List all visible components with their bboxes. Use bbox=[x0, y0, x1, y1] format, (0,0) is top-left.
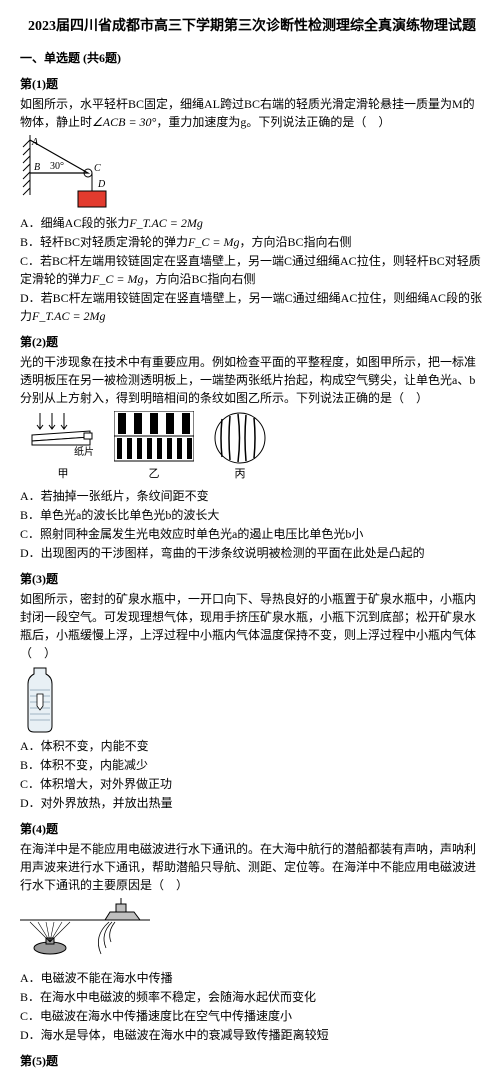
q3-stem: 如图所示，密封的矿泉水瓶中，一开口向下、导热良好的小瓶置于矿泉水瓶中，小瓶内封闭… bbox=[20, 590, 484, 662]
q2-head: 第(2)题 bbox=[20, 333, 484, 351]
q4-figure bbox=[20, 898, 150, 968]
q4-stem: 在海洋中是不能应用电磁波进行水下通讯的。在大海中航行的潜船都装有声呐，声呐利用声… bbox=[20, 840, 484, 894]
svg-text:30°: 30° bbox=[50, 161, 64, 172]
q1-options: A．细绳AC段的张力F_T.AC = 2Mg B．轻杆BC对轻质定滑轮的弹力F_… bbox=[20, 214, 484, 325]
q4-options: A．电磁波不能在海水中传播 B．在海水中电磁波的频率不稳定，会随海水起伏而变化 … bbox=[20, 969, 484, 1044]
svg-text:纸片: 纸片 bbox=[74, 445, 94, 458]
svg-text:M: M bbox=[67, 195, 77, 206]
q2-figures: 纸片 甲 a b 乙 bbox=[28, 411, 484, 483]
svg-text:D: D bbox=[97, 179, 106, 190]
section-heading: 一、单选题 (共6题) bbox=[20, 49, 484, 67]
q3-head: 第(3)题 bbox=[20, 570, 484, 588]
q1-stem: 如图所示，水平轻杆BC固定，细绳AL跨过BC右端的轻质光滑定滑轮悬挂一质量为M的… bbox=[20, 95, 484, 131]
q3-options: A．体积不变，内能不变 B．体积不变，内能减少 C．体积增大，对外界做正功 D．… bbox=[20, 737, 484, 812]
svg-text:A: A bbox=[31, 137, 39, 148]
q3-figure bbox=[20, 666, 60, 736]
svg-text:C: C bbox=[94, 163, 101, 174]
svg-text:B: B bbox=[34, 162, 40, 173]
page-title: 2023届四川省成都市高三下学期第三次诊断性检测理综全真演练物理试题 bbox=[20, 16, 484, 37]
q2-options: A．若抽掉一张纸片，条纹间距不变 B．单色光a的波长比单色光b的波长大 C．照射… bbox=[20, 487, 484, 562]
q5-head: 第(5)题 bbox=[20, 1052, 484, 1070]
q1-figure: B 30° C D A M bbox=[20, 135, 130, 213]
q1-head: 第(1)题 bbox=[20, 75, 484, 93]
q4-head: 第(4)题 bbox=[20, 820, 484, 838]
q2-stem: 光的干涉现象在技术中有重要应用。例如检查平面的平整程度，如图甲所示，把一标准透明… bbox=[20, 353, 484, 407]
